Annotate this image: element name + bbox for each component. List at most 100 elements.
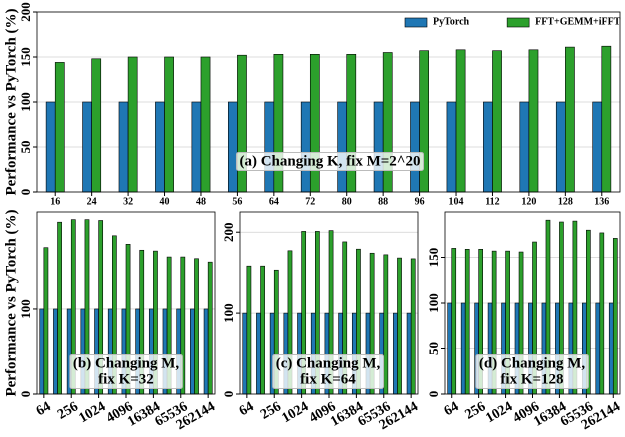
bar [300, 101, 311, 193]
bar [464, 249, 470, 395]
bar [601, 45, 612, 193]
bar [446, 101, 457, 193]
x-tick-label: 48 [196, 196, 206, 207]
bar [45, 101, 56, 193]
bar [337, 101, 348, 193]
bar [191, 101, 202, 193]
bar [410, 101, 420, 193]
bar [190, 308, 195, 395]
bar [346, 53, 357, 193]
bar [246, 265, 252, 395]
bar [242, 312, 248, 395]
annotation-box [69, 353, 183, 389]
bar [207, 261, 213, 395]
bar [612, 238, 618, 395]
x-tick-label: 64 [34, 399, 54, 419]
bar [155, 101, 165, 193]
bar [608, 302, 614, 395]
annotation-text: (a) Changing K, fix M=2^20 [239, 153, 420, 169]
bar [200, 56, 211, 193]
y-tick-label: 0 [18, 189, 33, 196]
x-tick-label: 256 [55, 399, 81, 422]
bar [91, 58, 102, 193]
bar [592, 101, 603, 193]
x-tick-label: 88 [378, 196, 388, 207]
y-tick-label: 100 [18, 299, 33, 319]
bar [599, 232, 605, 395]
bar [519, 101, 530, 193]
legend-swatch [506, 17, 530, 28]
annotation-text: fix K=32 [98, 371, 154, 387]
x-tick-label: 72 [305, 196, 315, 207]
plot-frame [444, 211, 621, 395]
y-tick-label: 100 [221, 303, 236, 323]
bar [460, 302, 466, 395]
annotation-box [475, 353, 589, 389]
y-axis-label: Performance vs PyTorch (%) [3, 8, 19, 195]
plot-frame [36, 211, 216, 395]
annotation: (c) Changing M,fix K=64 [272, 353, 385, 389]
plot-frame [36, 11, 621, 193]
x-tick-label: 256 [463, 399, 489, 422]
x-tick-label: 104 [449, 196, 464, 207]
bar [492, 50, 502, 193]
y-tick-label: 150 [18, 47, 33, 67]
bar [54, 62, 65, 193]
bar [82, 101, 92, 193]
annotation-box [272, 353, 385, 389]
bar [43, 247, 49, 395]
bar [264, 101, 275, 193]
bar [53, 308, 58, 395]
bar [528, 49, 539, 193]
bar [227, 101, 238, 193]
bar [393, 312, 398, 395]
annotation: (b) Changing M,fix K=32 [69, 353, 183, 389]
y-tick-label: 200 [18, 2, 33, 22]
x-tick-label: 112 [485, 196, 499, 207]
annotation-text: fix K=64 [300, 371, 356, 387]
y-tick-label: 150 [426, 248, 441, 268]
annotation-text: (b) Changing M, [73, 355, 180, 371]
bar [194, 258, 199, 395]
x-tick-label: 128 [558, 196, 573, 207]
x-tick-label: 64 [442, 399, 462, 419]
bar [447, 302, 453, 395]
y-tick-label: 50 [426, 342, 441, 355]
bar [383, 254, 389, 395]
bar [164, 56, 174, 193]
annotation-box [235, 151, 425, 171]
plot-frame [239, 211, 419, 395]
x-tick-label: 56 [232, 196, 242, 207]
legend-label: FFT+GEMM+iFFT [535, 16, 621, 27]
bar [203, 308, 209, 395]
x-tick-label: 40 [160, 196, 170, 207]
bar [118, 101, 129, 193]
x-tick-label: 80 [342, 196, 352, 207]
x-tick-label: 24 [87, 196, 97, 207]
bar [406, 312, 412, 395]
x-tick-label: 64 [269, 196, 279, 207]
y-tick-label: 100 [18, 92, 33, 112]
annotation-text: (d) Changing M, [479, 355, 586, 371]
bar [595, 302, 601, 395]
y-tick-label: 0 [221, 391, 236, 398]
bar [273, 53, 284, 193]
x-tick-label: 120 [521, 196, 536, 207]
legend-swatch [404, 17, 428, 28]
bar [237, 54, 247, 193]
annotation: (a) Changing K, fix M=2^20 [235, 151, 425, 171]
legend-label: PyTorch [433, 16, 470, 27]
x-tick-label: 32 [123, 196, 133, 207]
bar [410, 258, 416, 395]
bar [373, 101, 384, 193]
x-tick-label: 16 [50, 196, 60, 207]
y-tick-label: 200 [221, 222, 236, 242]
annotation-text: fix K=128 [500, 371, 563, 387]
bar [57, 221, 62, 395]
y-tick-label: 0 [426, 391, 441, 398]
x-tick-label: 96 [415, 196, 425, 207]
bar [256, 312, 261, 395]
annotation-text: (c) Changing M, [276, 355, 381, 371]
bar [309, 53, 320, 193]
